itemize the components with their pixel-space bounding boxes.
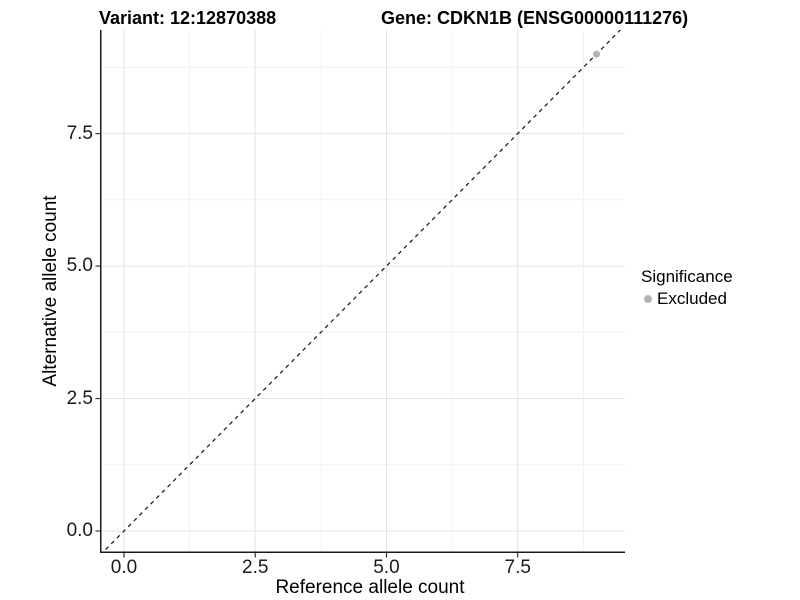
y-axis-tick-label: 7.5	[66, 122, 93, 144]
x-axis-tick-label: 0.0	[110, 557, 138, 578]
plot-title-variant: Variant: 12:12870388	[99, 8, 277, 28]
data-point-excluded	[592, 50, 600, 58]
plot-panel	[95, 30, 625, 558]
plot-title-gene: Gene: CDKN1B (ENSG00000111276)	[381, 8, 689, 28]
panel-content	[100, 30, 625, 553]
y-axis-tick-label: 2.5	[66, 387, 93, 409]
legend-item-excluded: Excluded	[641, 288, 733, 310]
identity-reference-line	[101, 30, 622, 553]
x-axis-tick-label: 2.5	[242, 557, 269, 578]
legend: Significance Excluded	[641, 266, 733, 310]
x-axis-title: Reference allele count	[275, 577, 465, 598]
y-axis-title: Alternative allele count	[40, 195, 61, 387]
legend-title: Significance	[641, 267, 733, 286]
y-axis-tick-label: 0.0	[66, 520, 93, 541]
legend-item-label: Excluded	[657, 289, 727, 308]
y-axis-tick-label: 5.0	[66, 255, 93, 277]
legend-point-icon	[644, 295, 652, 303]
scatter-plot-canvas	[95, 30, 625, 558]
x-axis-tick-label: 5.0	[373, 557, 400, 578]
x-axis-tick-label: 7.5	[504, 557, 531, 578]
